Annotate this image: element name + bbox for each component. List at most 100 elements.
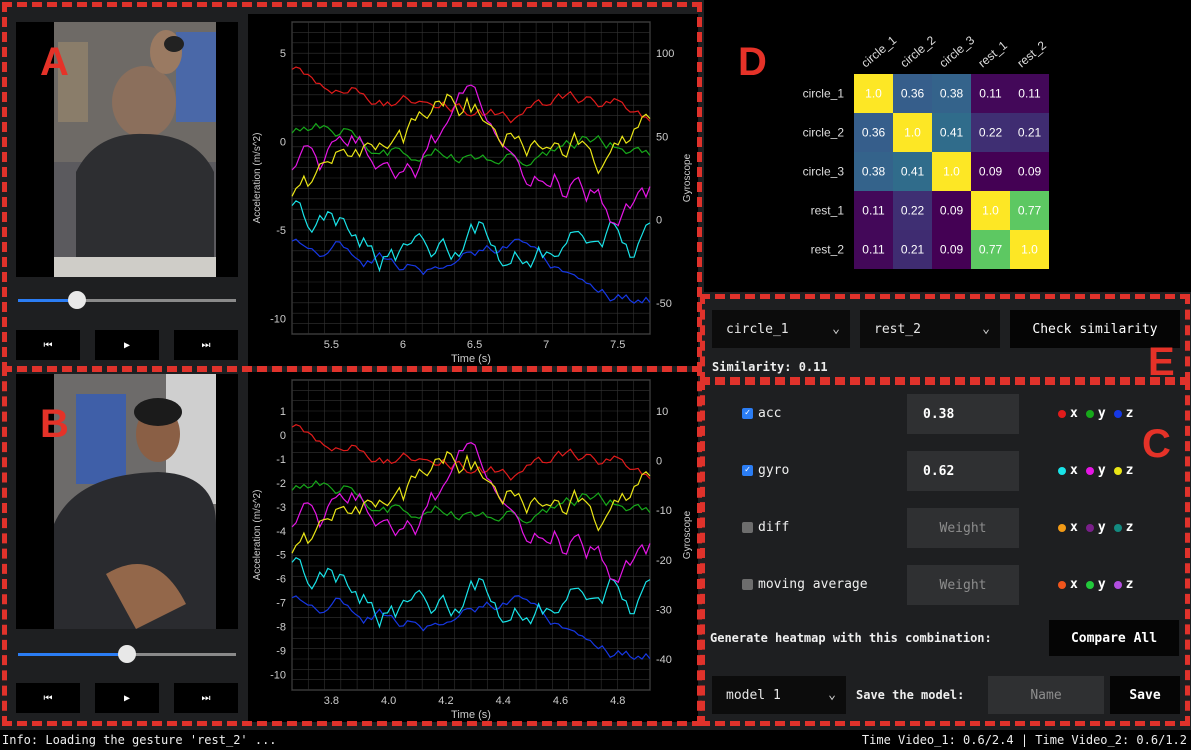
video-2-slider-thumb[interactable] [118, 645, 136, 663]
sensor-trace [291, 238, 651, 304]
feature-row-gyro: ✓ gyro 0.62 x y z [704, 449, 1191, 499]
legend-dot [1085, 580, 1094, 589]
heatmap-cell-value: 0.11 [979, 87, 1002, 101]
video-1-next-button[interactable]: ⏭ [174, 330, 238, 360]
heatmap-cell-value: 0.09 [1018, 165, 1042, 179]
heatmap-cell-value: 0.11 [862, 243, 885, 257]
compare-all-button[interactable]: Compare All [1049, 620, 1179, 656]
heatmap-cell-value: 0.36 [862, 126, 886, 140]
feature-checkbox[interactable] [742, 579, 753, 590]
heatmap-cell-value: 0.77 [979, 243, 1003, 257]
y-tick-label: 1 [280, 406, 286, 418]
heatmap-cell [971, 230, 1010, 269]
video-1-play-button[interactable]: ▶ [95, 330, 159, 360]
video-2-frame[interactable] [16, 374, 238, 629]
feature-label: diff [758, 520, 790, 535]
video-1-slider-thumb[interactable] [67, 291, 86, 309]
legend-axis-label: z [1125, 520, 1134, 535]
y-tick-label: -3 [276, 502, 286, 514]
feature-weight-input[interactable]: 0.38 [907, 394, 1019, 434]
video-2-slider[interactable] [18, 645, 236, 663]
x-axis-label: Time (s) [451, 353, 491, 365]
y2-tick-label: 50 [656, 131, 668, 143]
legend-axis-label: y [1097, 577, 1106, 592]
status-times: Time Video_1: 0.6/2.4 | Time Video_2: 0.… [861, 733, 1187, 747]
x-tick-label: 4.2 [438, 695, 453, 707]
feature-checkbox[interactable]: ✓ [742, 465, 753, 476]
panel-b-label: B [40, 402, 69, 446]
panel-b: B ⏮ ▶ ⏭ 3.8 4.0 4.2 4.4 4.6 4.8 1 0 -1 -2 -3 -4 -5 -6… [0, 372, 700, 726]
feature-weight-input[interactable]: Weight [907, 565, 1019, 605]
y2-tick-label: -20 [656, 555, 672, 567]
heatmap-row-label: rest_2 [811, 243, 845, 257]
heatmap-cell-value: 0.09 [940, 204, 964, 218]
sensor-trace [291, 200, 651, 273]
y-tick-label: -6 [276, 574, 286, 586]
feature-label: gyro [758, 463, 790, 478]
heatmap-cell [893, 230, 932, 269]
gesture-a-select[interactable]: circle_1 ⌄ [712, 310, 850, 348]
x-tick-label: 6.5 [467, 339, 482, 351]
heatmap-cell [854, 74, 893, 113]
heatmap-cell [932, 74, 971, 113]
chart-1: 5.5 6 6.5 7 7.5 5 0 -5 -10 100 50 0 -50 Time (s) Accel… [248, 14, 698, 366]
sensor-trace [291, 480, 651, 524]
video-2-next-button[interactable]: ⏭ [174, 683, 238, 713]
heatmap-cell-value: 0.36 [901, 87, 925, 101]
heatmap-cell-value: 1.0 [943, 165, 960, 179]
x-tick-label: 5.5 [324, 339, 339, 351]
heatmap-cell [971, 191, 1010, 230]
feature-checkbox[interactable]: ✓ [742, 408, 753, 419]
legend-dot [1058, 523, 1066, 532]
chevron-down-icon: ⌄ [982, 321, 990, 337]
y-tick-label: 0 [280, 137, 286, 149]
legend-dot [1058, 580, 1066, 589]
video-1-slider[interactable] [18, 291, 236, 309]
y-tick-label: -5 [276, 225, 286, 237]
model-select[interactable]: model 1 ⌄ [712, 676, 846, 714]
panel-d-label: D [738, 40, 767, 84]
sensor-trace [291, 84, 651, 227]
x-tick-label: 7 [543, 339, 549, 351]
feature-weight-input[interactable]: Weight [907, 508, 1019, 548]
video-2-play-button[interactable]: ▶ [95, 683, 159, 713]
feature-weight-input[interactable]: 0.62 [907, 451, 1019, 491]
heatmap-cell-value: 1.0 [865, 87, 882, 101]
legend-axis-label: y [1097, 520, 1106, 535]
save-model-button[interactable]: Save [1110, 676, 1180, 714]
model-name-input[interactable]: Name [988, 676, 1104, 714]
gesture-b-select[interactable]: rest_2 ⌄ [860, 310, 1000, 348]
heatmap-cell-value: 0.41 [940, 126, 964, 140]
heatmap-cell-value: 0.21 [1018, 126, 1042, 140]
legend-dot [1113, 409, 1122, 418]
y2-tick-label: -10 [656, 505, 672, 517]
legend-dot [1058, 409, 1066, 418]
y-tick-label: 0 [280, 430, 286, 442]
sensor-trace [291, 595, 651, 661]
heatmap-cell [971, 113, 1010, 152]
heatmap-row-label: circle_2 [803, 126, 845, 140]
y2-tick-label: -50 [656, 298, 672, 310]
feature-color-legend: x y z [1058, 520, 1141, 535]
save-model-label: Save the model: [856, 688, 965, 702]
y2-axis-label: Gyroscope [682, 510, 693, 559]
gesture-b-value: rest_2 [874, 321, 921, 337]
sensor-trace [291, 556, 651, 629]
sensor-trace [291, 122, 651, 167]
heatmap-cell-value: 0.77 [1018, 204, 1042, 218]
x-tick-label: 7.5 [610, 339, 625, 351]
video-1-frame[interactable] [16, 22, 238, 277]
video-2-prev-button[interactable]: ⏮ [16, 683, 80, 713]
video-1-prev-button[interactable]: ⏮ [16, 330, 80, 360]
y-tick-label: -4 [276, 526, 286, 538]
legend-dot [1113, 466, 1122, 475]
y-tick-label: -10 [270, 670, 286, 682]
heatmap-cell [893, 191, 932, 230]
x-tick-label: 4.4 [496, 695, 511, 707]
heatmap-cell-value: 1.0 [982, 204, 999, 218]
y2-axis-label: Gyroscope [682, 153, 693, 202]
feature-checkbox[interactable] [742, 522, 753, 533]
heatmap-cell-value: 0.11 [862, 204, 885, 218]
heatmap-cell [854, 113, 893, 152]
check-similarity-button[interactable]: Check similarity [1010, 310, 1180, 348]
